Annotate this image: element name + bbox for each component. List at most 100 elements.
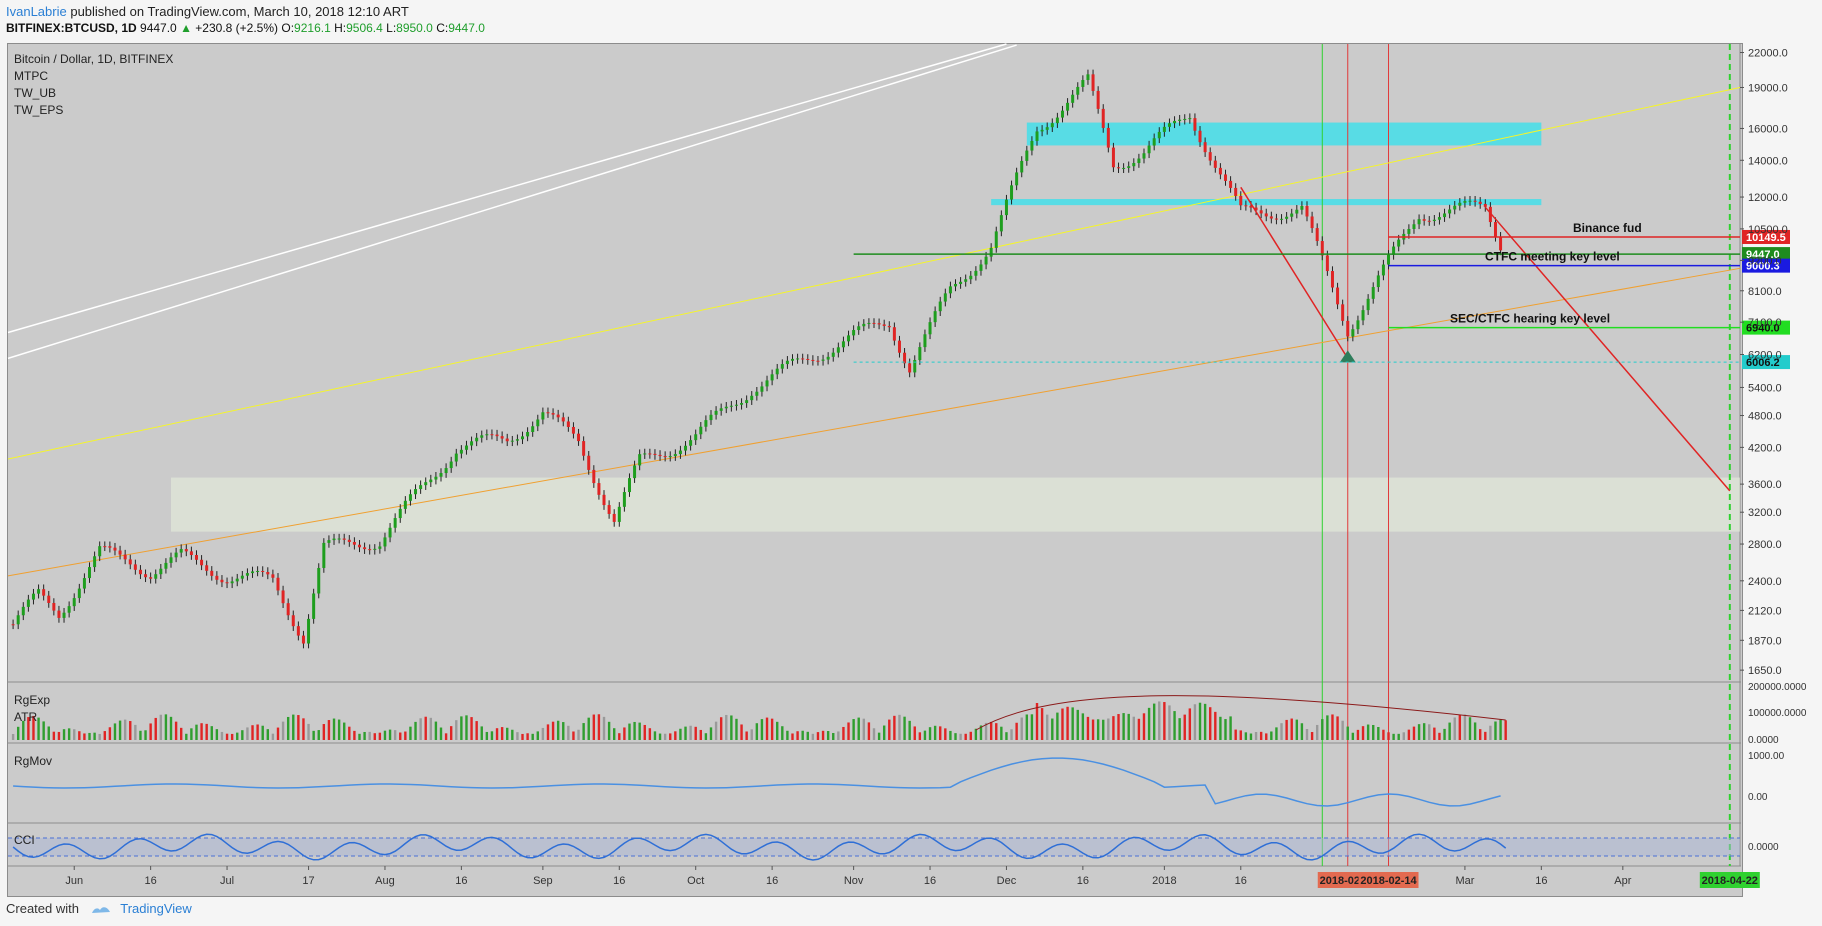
volume-bar xyxy=(1224,719,1227,740)
candle-body xyxy=(770,374,774,381)
candle-body xyxy=(301,635,305,644)
candle-body xyxy=(1020,160,1024,173)
volume-bar xyxy=(939,726,942,740)
candle-body xyxy=(1173,120,1177,124)
candle-body xyxy=(510,440,514,442)
volume-bar xyxy=(190,728,193,740)
volume-bar xyxy=(944,728,947,740)
time-tick-label-13: 16 xyxy=(1077,875,1089,887)
candle-body xyxy=(918,347,922,361)
cci-pane-legend: CCI xyxy=(14,832,35,849)
candle-body xyxy=(938,301,942,312)
candle-body xyxy=(414,489,418,495)
volume-bar xyxy=(918,732,922,740)
candle-body xyxy=(220,579,224,583)
indicator-cci[interactable]: CCI xyxy=(14,833,35,847)
candle-body xyxy=(714,410,718,415)
volume-bar xyxy=(1096,719,1100,740)
volume-bar xyxy=(1265,733,1268,740)
price-tick-label-15: 2800.0 xyxy=(1748,539,1782,551)
candle-body xyxy=(256,570,260,572)
candle-body xyxy=(801,358,805,360)
indicator-tw-eps[interactable]: TW_EPS xyxy=(14,103,64,117)
volume-bar xyxy=(439,727,443,740)
candle-body xyxy=(205,565,209,571)
volume-bar xyxy=(225,733,229,740)
volume-bar xyxy=(118,720,122,740)
volume-bar xyxy=(791,733,794,740)
chart-frame[interactable] xyxy=(7,43,1743,897)
volume-bar xyxy=(506,727,509,740)
candle-body xyxy=(1422,219,1426,221)
volume-bar xyxy=(786,730,789,740)
time-tick-label-14: 2018 xyxy=(1152,875,1176,887)
volume-bar xyxy=(103,731,106,740)
candle-body xyxy=(281,590,285,604)
candle-body xyxy=(709,414,713,421)
candle-body xyxy=(1004,199,1008,216)
candle-body xyxy=(903,352,907,364)
indicator-rgexp[interactable]: RgExp xyxy=(14,693,51,707)
volume-bar xyxy=(776,721,779,740)
volume-bar xyxy=(1046,714,1049,740)
indicator-tw-ub[interactable]: TW_UB xyxy=(14,86,56,100)
volume-bar xyxy=(1239,730,1242,740)
volume-bar xyxy=(312,730,315,740)
volume-bar xyxy=(989,721,993,740)
volume-bar xyxy=(246,727,249,740)
volume-bar xyxy=(908,720,911,740)
volume-bar xyxy=(1168,705,1171,740)
candle-body xyxy=(1300,205,1304,210)
chart-title: Bitcoin / Dollar, 1D, BITFINEX xyxy=(14,52,174,66)
candle-body xyxy=(434,476,438,480)
tradingview-link[interactable]: TradingView xyxy=(120,901,192,916)
candle-body xyxy=(882,324,886,326)
indicator-atr[interactable]: ATR xyxy=(14,710,38,724)
candle-body xyxy=(954,283,958,287)
candle-body xyxy=(724,406,728,409)
volume-bar xyxy=(251,725,254,740)
volume-bar xyxy=(954,733,957,740)
candle-body xyxy=(1397,239,1401,247)
candle-body xyxy=(240,575,244,579)
volume-bar xyxy=(1071,707,1074,740)
volume-bar xyxy=(694,726,697,740)
volume-bar xyxy=(587,717,590,740)
candle-body xyxy=(108,546,112,548)
candle-body xyxy=(852,330,856,336)
indicator-mtpc[interactable]: MTPC xyxy=(14,69,48,83)
volume-bar xyxy=(429,717,433,740)
candle-body xyxy=(77,588,81,599)
candle-body xyxy=(357,544,361,548)
candle-body xyxy=(1167,123,1171,127)
volume-bar xyxy=(1366,724,1370,740)
volume-bar xyxy=(1473,722,1477,740)
volume-bar xyxy=(877,732,881,740)
candle-body xyxy=(373,548,377,550)
volume-bar xyxy=(1219,716,1222,740)
candle-body xyxy=(847,335,851,342)
indicator-rgmov[interactable]: RgMov xyxy=(14,754,53,768)
candle-body xyxy=(1305,205,1309,217)
candle-body xyxy=(1229,180,1233,188)
volume-bar xyxy=(1300,723,1304,740)
candle-body xyxy=(1336,287,1340,305)
candle-body xyxy=(200,559,204,566)
candle-body xyxy=(21,606,25,616)
volume-bar xyxy=(806,731,809,740)
candle-body xyxy=(785,360,789,365)
candle-body xyxy=(378,546,382,549)
author-link[interactable]: IvanLabrie xyxy=(6,4,67,19)
time-tick-label-18: Apr xyxy=(1614,875,1631,887)
key-level-label-3: SEC/CTFC hearing key level xyxy=(1450,312,1610,326)
price-tick-label-11: 4800.0 xyxy=(1748,411,1782,423)
volume-bar xyxy=(714,721,718,740)
volume-bar xyxy=(1035,702,1039,740)
volume-bar xyxy=(1494,721,1497,740)
candle-body xyxy=(93,556,97,568)
time-tick-label-9: 16 xyxy=(766,875,778,887)
price-tick-label-6: 9200.0 xyxy=(1748,255,1782,267)
candle-body xyxy=(1218,167,1222,175)
volume-bar xyxy=(271,733,275,740)
